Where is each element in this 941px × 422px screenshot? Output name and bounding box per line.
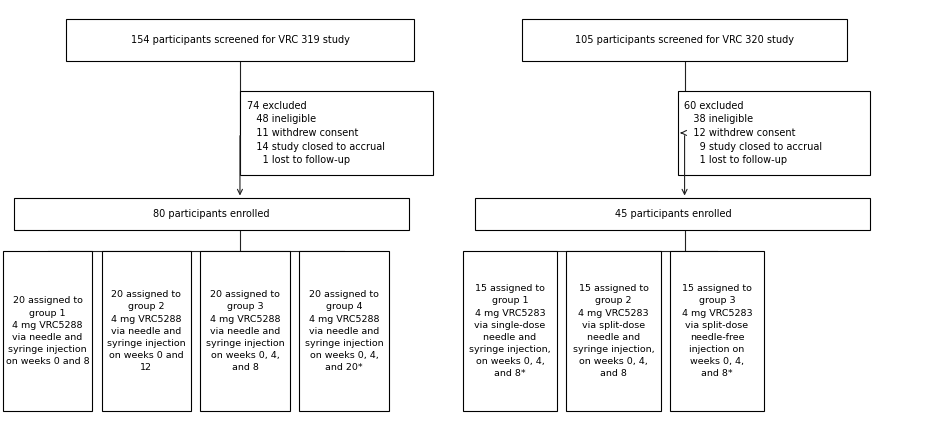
- FancyBboxPatch shape: [200, 251, 290, 411]
- Text: 15 assigned to
group 1
4 mg VRC5283
via single-dose
needle and
syringe injection: 15 assigned to group 1 4 mg VRC5283 via …: [470, 284, 550, 378]
- Text: 105 participants screened for VRC 320 study: 105 participants screened for VRC 320 st…: [575, 35, 794, 45]
- FancyBboxPatch shape: [3, 251, 92, 411]
- Text: 20 assigned to
group 2
4 mg VRC5288
via needle and
syringe injection
on weeks 0 : 20 assigned to group 2 4 mg VRC5288 via …: [107, 290, 185, 372]
- FancyBboxPatch shape: [678, 91, 870, 175]
- Text: 20 assigned to
group 3
4 mg VRC5288
via needle and
syringe injection
on weeks 0,: 20 assigned to group 3 4 mg VRC5288 via …: [206, 290, 284, 372]
- FancyBboxPatch shape: [670, 251, 764, 411]
- FancyBboxPatch shape: [102, 251, 191, 411]
- Text: 45 participants enrolled: 45 participants enrolled: [614, 209, 731, 219]
- FancyBboxPatch shape: [522, 19, 847, 61]
- Text: 20 assigned to
group 1
4 mg VRC5288
via needle and
syringe injection
on weeks 0 : 20 assigned to group 1 4 mg VRC5288 via …: [6, 296, 89, 366]
- Text: 154 participants screened for VRC 319 study: 154 participants screened for VRC 319 st…: [131, 35, 349, 45]
- Text: 15 assigned to
group 3
4 mg VRC5283
via split-dose
needle-free
injection on
week: 15 assigned to group 3 4 mg VRC5283 via …: [681, 284, 753, 378]
- FancyBboxPatch shape: [463, 251, 557, 411]
- Text: 20 assigned to
group 4
4 mg VRC5288
via needle and
syringe injection
on weeks 0,: 20 assigned to group 4 4 mg VRC5288 via …: [305, 290, 383, 372]
- FancyBboxPatch shape: [566, 251, 661, 411]
- Text: 80 participants enrolled: 80 participants enrolled: [153, 209, 270, 219]
- FancyBboxPatch shape: [14, 198, 409, 230]
- Text: 15 assigned to
group 2
4 mg VRC5283
via split-dose
needle and
syringe injection,: 15 assigned to group 2 4 mg VRC5283 via …: [573, 284, 654, 378]
- Text: 60 excluded
   38 ineligible
   12 withdrew consent
     9 study closed to accru: 60 excluded 38 ineligible 12 withdrew co…: [684, 101, 822, 165]
- FancyBboxPatch shape: [475, 198, 870, 230]
- FancyBboxPatch shape: [66, 19, 414, 61]
- Text: 74 excluded
   48 ineligible
   11 withdrew consent
   14 study closed to accrua: 74 excluded 48 ineligible 11 withdrew co…: [247, 101, 385, 165]
- FancyBboxPatch shape: [299, 251, 389, 411]
- FancyBboxPatch shape: [240, 91, 433, 175]
